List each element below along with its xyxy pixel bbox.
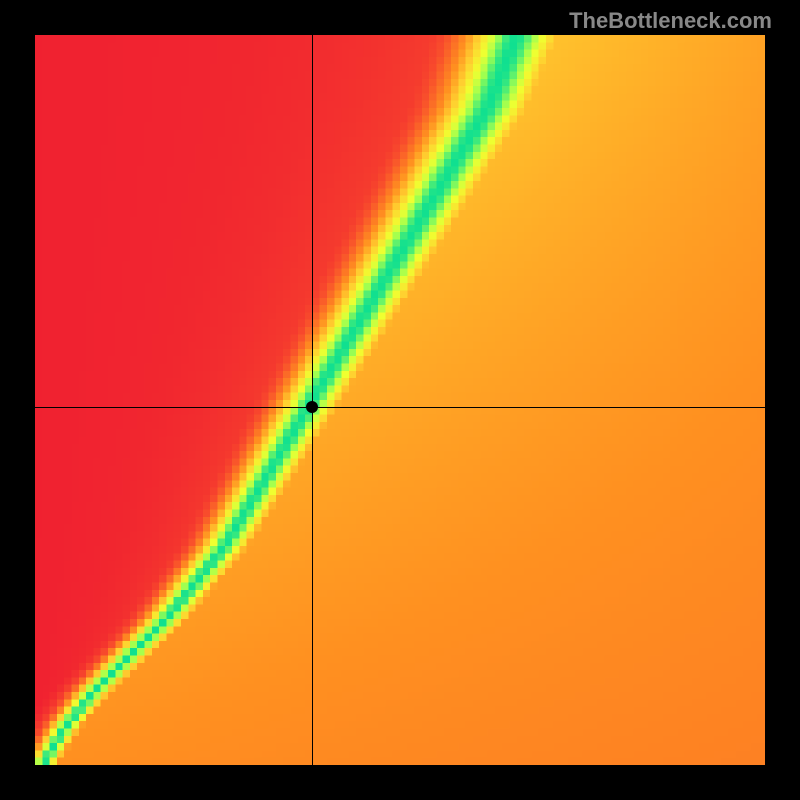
crosshair-marker (306, 401, 318, 413)
crosshair-vertical (312, 35, 313, 765)
chart-container: TheBottleneck.com (0, 0, 800, 800)
watermark-text: TheBottleneck.com (569, 8, 772, 34)
heatmap-canvas (35, 35, 765, 765)
crosshair-horizontal (35, 407, 765, 408)
heatmap-plot (35, 35, 765, 765)
